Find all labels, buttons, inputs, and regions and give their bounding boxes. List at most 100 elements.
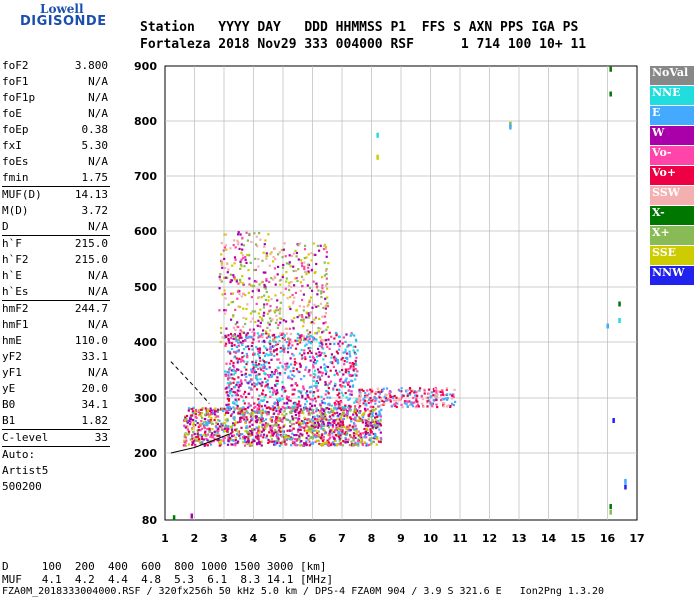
echo-point bbox=[290, 410, 293, 413]
echo-point bbox=[319, 411, 322, 414]
echo-point bbox=[253, 364, 256, 367]
echo-point bbox=[339, 377, 342, 380]
echo-point bbox=[309, 346, 312, 349]
echo-point bbox=[232, 274, 235, 277]
echo-point bbox=[226, 397, 229, 400]
echo-point bbox=[302, 388, 306, 391]
echo-point bbox=[260, 444, 263, 447]
echo-point bbox=[292, 427, 295, 430]
echo-point bbox=[209, 407, 212, 410]
echo-point bbox=[349, 385, 352, 388]
echo-point bbox=[322, 427, 325, 431]
echo-point bbox=[219, 340, 222, 344]
x-tick-label: 7 bbox=[338, 532, 346, 545]
echo-point bbox=[258, 357, 261, 360]
echo-point bbox=[231, 434, 234, 437]
echo-point bbox=[251, 438, 254, 441]
echo-point bbox=[241, 248, 244, 251]
echo-point bbox=[227, 397, 231, 401]
echo-point bbox=[204, 443, 207, 446]
echo-point bbox=[216, 427, 219, 430]
echo-point bbox=[342, 412, 346, 415]
echo-point bbox=[352, 427, 355, 430]
echo-point bbox=[270, 375, 273, 378]
echo-point bbox=[346, 425, 349, 428]
echo-point bbox=[270, 251, 273, 254]
echo-point bbox=[189, 421, 192, 424]
echo-point bbox=[329, 342, 332, 346]
echo-point bbox=[320, 338, 323, 341]
echo-point bbox=[315, 424, 318, 427]
echo-point bbox=[331, 432, 334, 435]
echo-point bbox=[250, 335, 253, 338]
echo-point bbox=[260, 430, 263, 433]
echo-point bbox=[255, 365, 258, 368]
echo-point bbox=[273, 345, 276, 348]
echo-point bbox=[320, 292, 323, 295]
echo-point bbox=[226, 276, 229, 279]
echo-point bbox=[234, 371, 237, 374]
echo-point bbox=[231, 401, 235, 405]
echo-point bbox=[198, 424, 201, 427]
echo-point bbox=[263, 245, 266, 248]
echo-point bbox=[234, 441, 238, 444]
echo-point bbox=[383, 402, 386, 405]
header-line2: Fortaleza 2018 Nov29 333 004000 RSF 1 71… bbox=[140, 37, 587, 52]
echo-point bbox=[322, 322, 325, 325]
echo-point bbox=[298, 400, 301, 403]
param-artist: Artist5 bbox=[0, 463, 112, 479]
echo-point bbox=[214, 416, 217, 419]
echo-point bbox=[290, 254, 293, 258]
echo-point bbox=[234, 442, 237, 446]
echo-point bbox=[267, 299, 270, 302]
echo-point bbox=[304, 270, 307, 273]
echo-point bbox=[352, 366, 355, 370]
echo-point bbox=[200, 437, 204, 440]
echo-point bbox=[270, 432, 273, 435]
echo-point bbox=[239, 334, 242, 337]
echo-point bbox=[377, 424, 380, 427]
echo-point bbox=[248, 254, 251, 257]
echo-point bbox=[326, 439, 329, 442]
echo-point bbox=[199, 423, 203, 426]
param-row: foF1p N/A bbox=[0, 90, 112, 106]
echo-point bbox=[304, 429, 308, 432]
echo-point bbox=[289, 295, 292, 299]
echo-point bbox=[386, 398, 389, 401]
echo-point bbox=[374, 399, 377, 402]
echo-point bbox=[213, 410, 216, 413]
echo-point bbox=[420, 395, 423, 398]
echo-point bbox=[240, 258, 243, 261]
echo-point bbox=[233, 378, 236, 381]
echo-point bbox=[357, 444, 360, 447]
echo-point bbox=[249, 387, 253, 390]
echo-point bbox=[234, 308, 237, 311]
echo-point bbox=[257, 289, 260, 292]
echo-point bbox=[280, 426, 283, 430]
echo-point bbox=[289, 411, 292, 415]
param-row: h`E N/A bbox=[0, 268, 112, 284]
echo-point bbox=[271, 334, 274, 337]
echo-point bbox=[374, 432, 377, 436]
echo-point bbox=[217, 432, 220, 435]
x-tick-label: 5 bbox=[279, 532, 287, 545]
y-tick-label: 700 bbox=[134, 170, 157, 183]
echo-point bbox=[406, 405, 409, 408]
echo-point bbox=[290, 437, 293, 440]
echo-point bbox=[222, 428, 225, 431]
echo-point bbox=[304, 337, 307, 340]
echo-point bbox=[240, 336, 243, 339]
echo-point bbox=[385, 399, 388, 402]
echo-point bbox=[322, 330, 325, 333]
echo-point bbox=[199, 408, 202, 411]
param-value: 3.800 bbox=[74, 59, 108, 72]
echo-point bbox=[302, 338, 306, 341]
echo-point bbox=[311, 429, 314, 432]
echo-point bbox=[275, 424, 278, 427]
echo-point bbox=[285, 262, 288, 265]
echo-point bbox=[221, 293, 224, 296]
param-label: MUF(D) bbox=[2, 188, 42, 201]
echo-point bbox=[240, 409, 243, 412]
echo-point bbox=[338, 439, 341, 442]
echo-point bbox=[196, 432, 199, 436]
